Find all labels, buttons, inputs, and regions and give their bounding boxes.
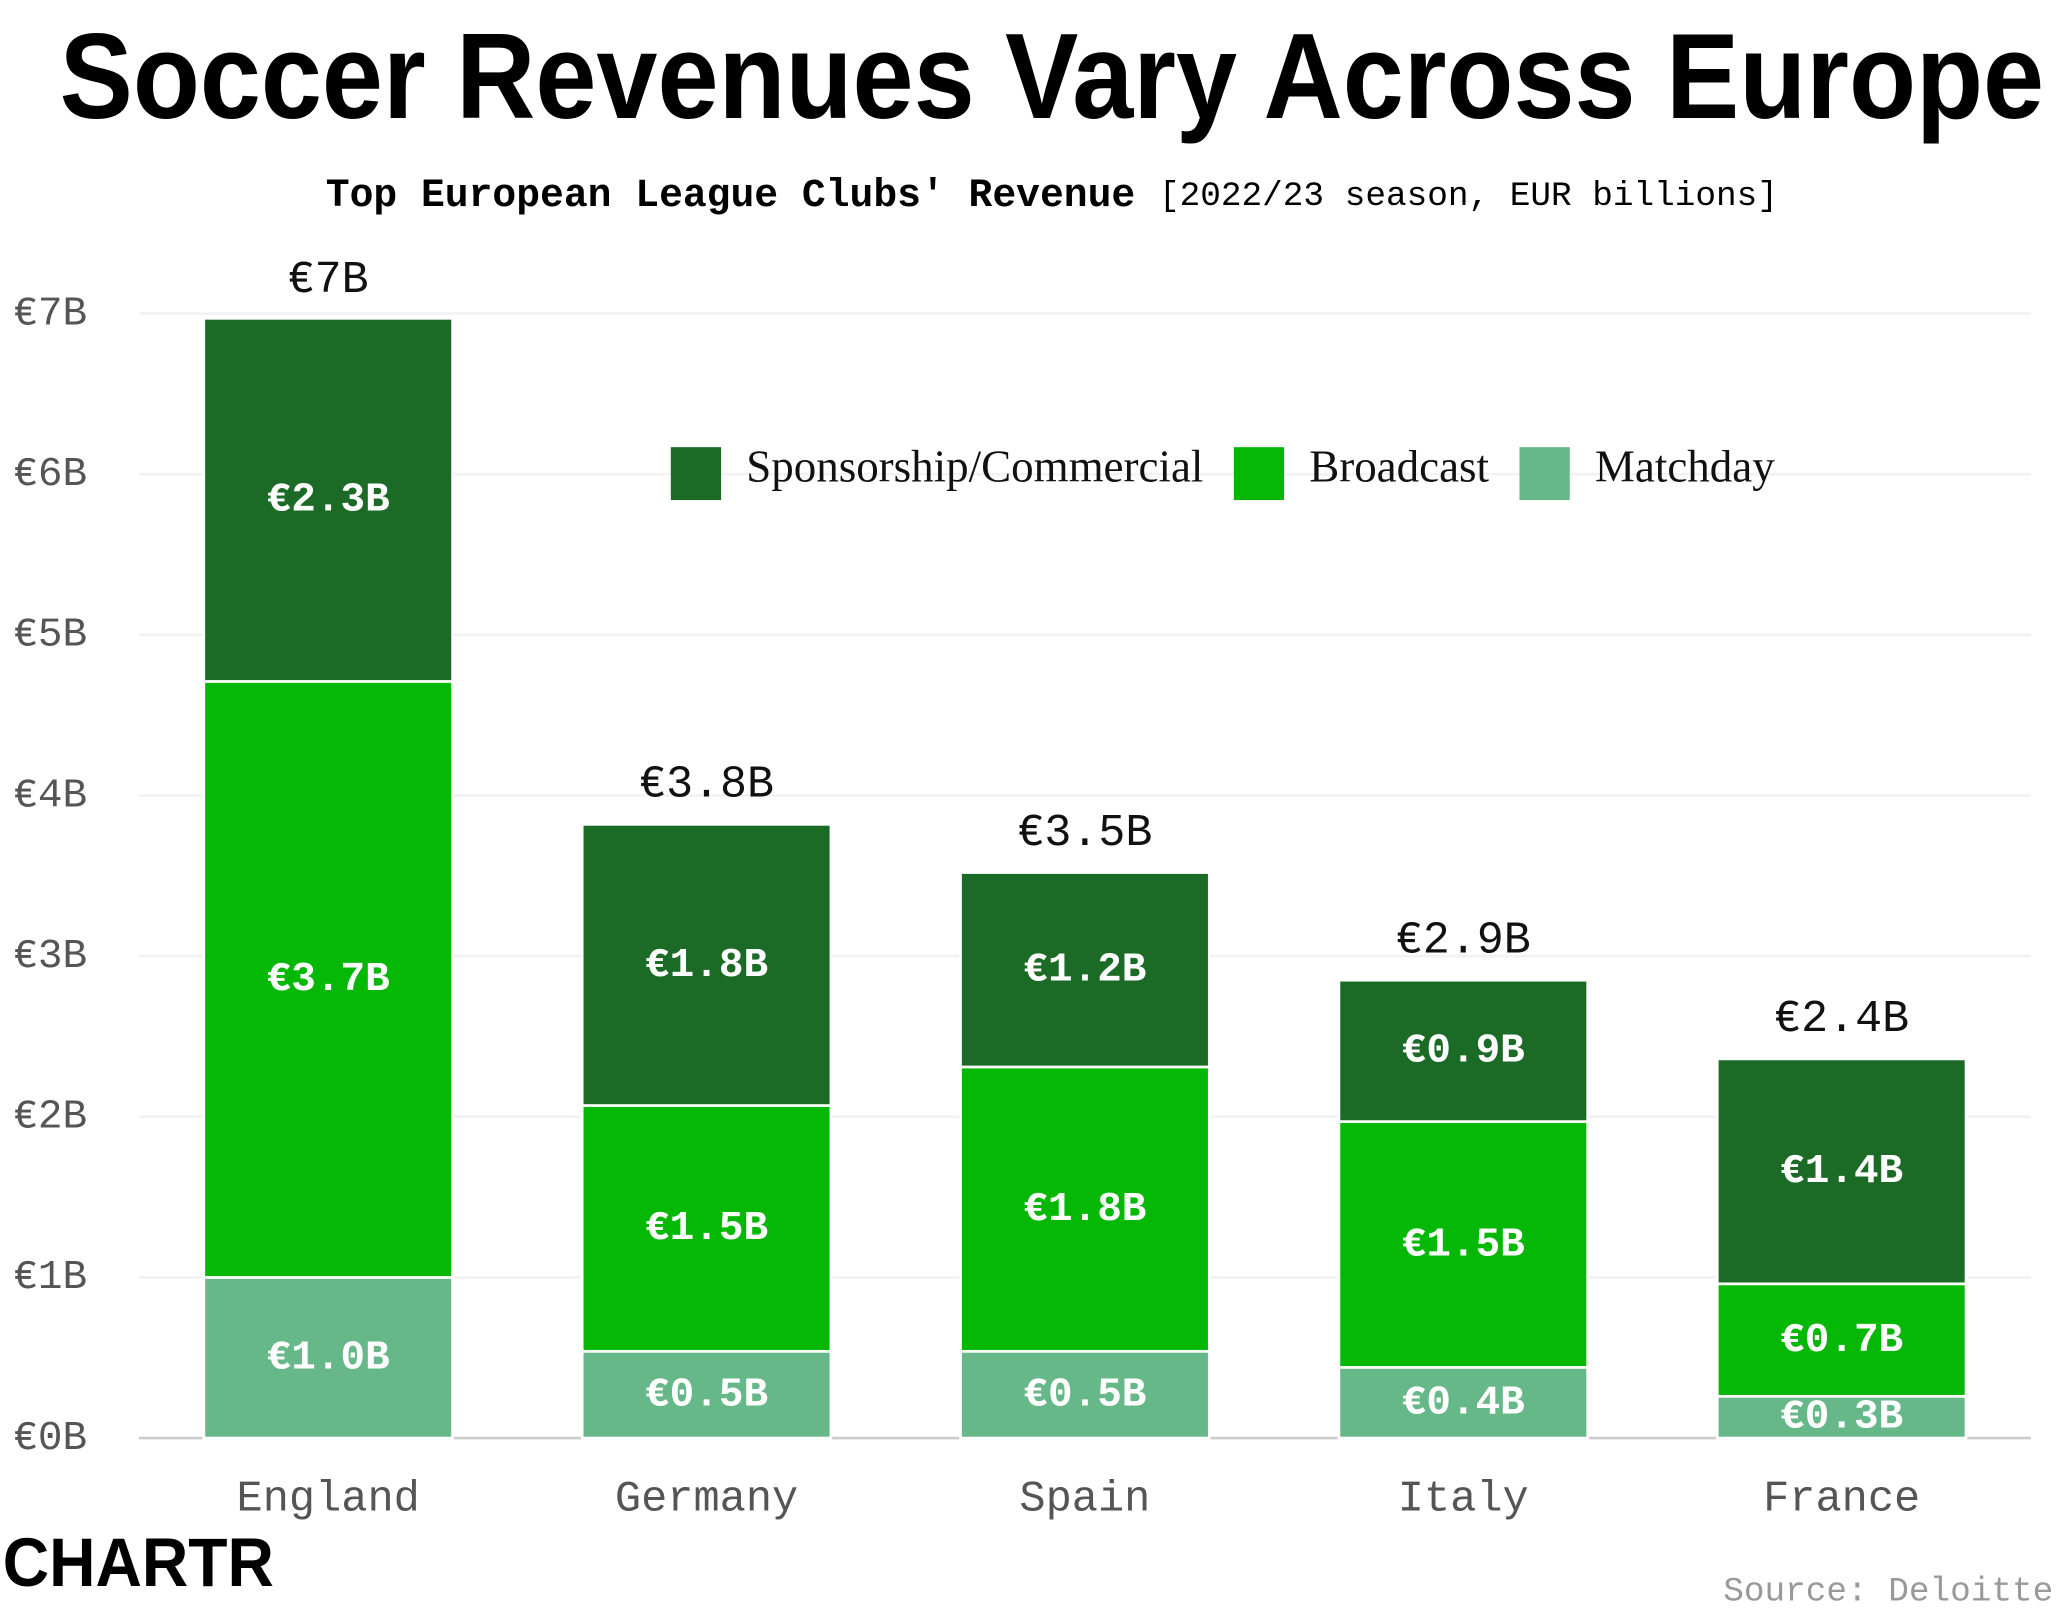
total-label: €7B	[288, 255, 369, 306]
legend-swatch	[1233, 447, 1285, 501]
y-tick-label: €4B	[13, 773, 87, 819]
value-label: €0.5B	[1023, 1373, 1146, 1419]
y-tick-label: €1B	[13, 1255, 87, 1301]
value-label: €0.5B	[645, 1373, 768, 1419]
logo: CHARTR	[3, 1524, 274, 1601]
subtitle-note: [2022/23 season, EUR billions]	[1159, 177, 1778, 216]
legend-label: Sponsorship/Commercial	[746, 441, 1203, 491]
bar-segment	[580, 823, 833, 1107]
bar-segment	[1337, 978, 1589, 1123]
value-label: €1.4B	[1780, 1149, 1903, 1195]
bar-segment	[959, 871, 1211, 1069]
total-label: €3.5B	[1017, 808, 1152, 859]
bar-segment	[1715, 1394, 1968, 1440]
legend-label: Matchday	[1595, 441, 1775, 491]
bar-segment	[580, 1104, 833, 1353]
total-label: €2.9B	[1396, 915, 1531, 966]
y-tick-label: €6B	[13, 452, 87, 498]
value-label: €0.7B	[1780, 1318, 1903, 1364]
value-label: €3.7B	[267, 957, 390, 1003]
value-label: €1.8B	[1023, 1187, 1146, 1233]
legend-label: Broadcast	[1309, 441, 1489, 491]
value-label: €1.2B	[1023, 948, 1146, 994]
source: Source: Deloitte	[1723, 1573, 2053, 1612]
value-label: €0.9B	[1402, 1029, 1525, 1075]
bar-segment	[1337, 1120, 1589, 1369]
x-tick-label: England	[237, 1475, 420, 1524]
x-tick-label: Germany	[615, 1475, 798, 1524]
bar-segment	[202, 1276, 454, 1440]
y-tick-label: €2B	[13, 1095, 87, 1141]
bar-segment	[202, 317, 454, 683]
bar-segment	[959, 1065, 1211, 1353]
value-label: €1.5B	[645, 1206, 768, 1252]
subtitle-line: Top European League Clubs' Revenue [2022/…	[326, 173, 1778, 218]
chart-title: Soccer Revenues Vary Across Europe	[60, 8, 2044, 144]
value-label: €1.0B	[267, 1336, 390, 1382]
bar-segment	[1715, 1057, 1968, 1286]
x-tick-label: France	[1763, 1475, 1920, 1524]
value-label: €0.4B	[1402, 1381, 1525, 1427]
subtitle: Top European League Clubs' Revenue	[326, 173, 1135, 218]
y-tick-label: €7B	[13, 291, 87, 337]
value-label: €0.3B	[1780, 1395, 1903, 1441]
x-tick-label: Spain	[1019, 1475, 1150, 1524]
value-label: €2.3B	[267, 478, 390, 524]
y-tick-label: €5B	[13, 613, 87, 659]
total-label: €2.4B	[1774, 994, 1909, 1045]
bar-segment	[202, 680, 454, 1279]
value-label: €1.8B	[645, 943, 768, 989]
legend-swatch	[1519, 447, 1570, 501]
y-tick-label: €0B	[13, 1416, 87, 1462]
y-tick-label: €3B	[13, 934, 87, 980]
x-tick-label: Italy	[1398, 1475, 1529, 1524]
value-label: €1.5B	[1402, 1222, 1525, 1268]
total-label: €3.8B	[639, 760, 774, 811]
bar-segment	[1337, 1366, 1589, 1440]
legend-swatch	[670, 447, 722, 501]
